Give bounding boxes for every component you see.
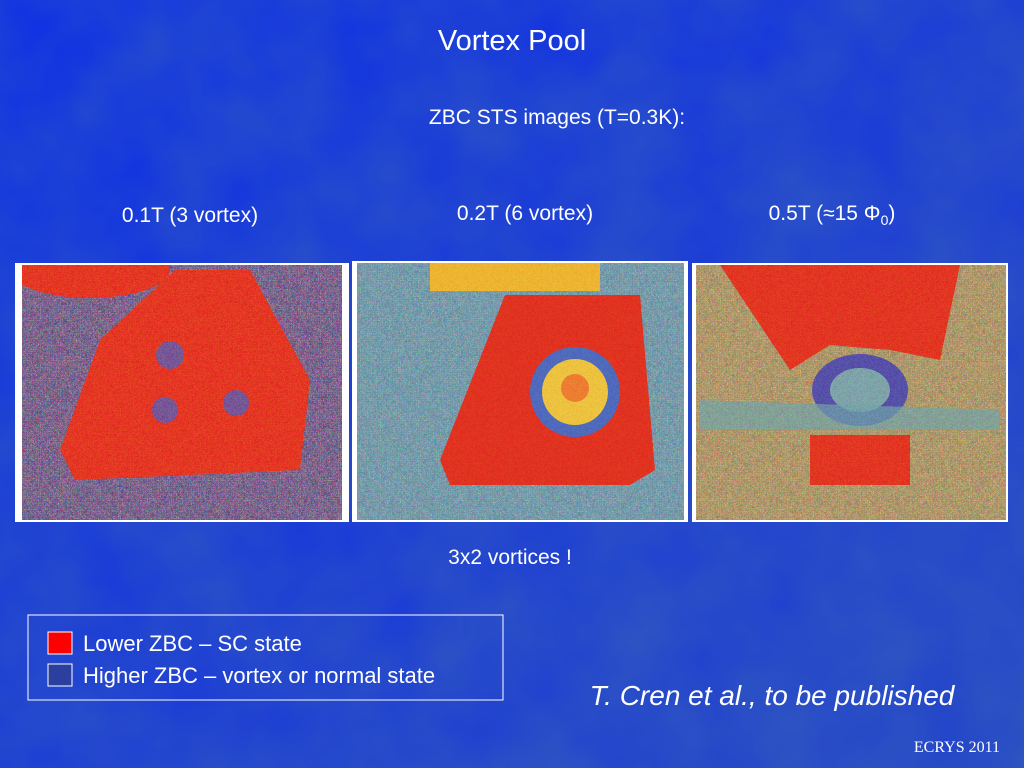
subtitle: ZBC STS images (T=0.3K): (429, 106, 685, 129)
label-main: 0.5T (≈15 Φ (769, 202, 881, 225)
sts-image (357, 263, 684, 520)
legend-swatch (47, 631, 73, 655)
legend-box (27, 614, 504, 701)
label-subscript: 0 (881, 212, 889, 228)
caption: 3x2 vortices ! (448, 546, 572, 569)
panel-label: 0.2T (6 vortex) (457, 202, 593, 225)
title: Vortex Pool (438, 25, 586, 57)
legend-label: Higher ZBC – vortex or normal state (83, 663, 435, 688)
legend-swatch (47, 663, 73, 687)
label-tail: ) (888, 202, 895, 225)
panel-label: 0.5T (≈15 Φ0) (769, 202, 896, 228)
sts-image (22, 265, 342, 520)
sts-image (696, 265, 1006, 520)
panel-label: 0.1T (3 vortex) (122, 204, 258, 227)
footer: ECRYS 2011 (914, 739, 1000, 756)
citation: T. Cren et al., to be published (590, 680, 956, 711)
legend-label: Lower ZBC – SC state (83, 631, 302, 656)
